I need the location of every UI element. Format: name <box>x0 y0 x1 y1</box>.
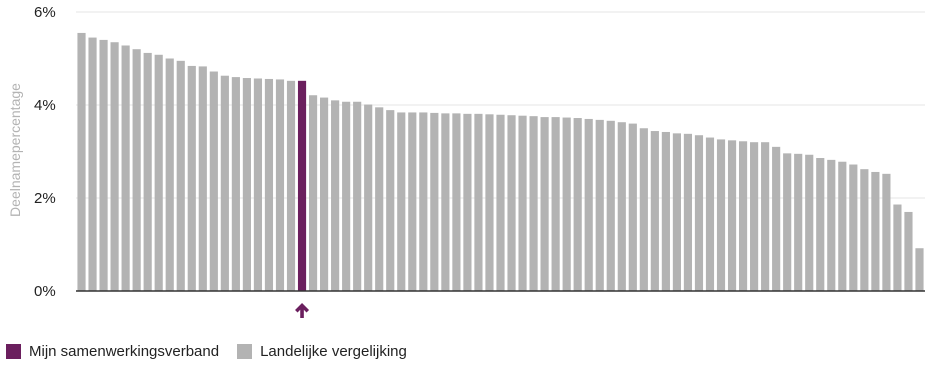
bar[interactable] <box>750 142 759 291</box>
bar[interactable] <box>463 113 472 291</box>
bar[interactable] <box>650 131 659 291</box>
legend: Mijn samenwerkingsverband Landelijke ver… <box>6 343 425 360</box>
bar[interactable] <box>331 100 340 291</box>
y-axis-title: Deelnamepercentage <box>7 83 23 217</box>
bar[interactable] <box>827 159 836 291</box>
bar[interactable] <box>738 141 748 291</box>
legend-item-landelijke-vergelijking[interactable]: Landelijke vergelijking <box>237 343 407 360</box>
bar[interactable] <box>584 118 593 291</box>
bars <box>77 32 924 292</box>
bar[interactable] <box>727 140 737 291</box>
bar[interactable] <box>529 116 538 291</box>
bar[interactable] <box>915 248 924 291</box>
bar[interactable] <box>452 113 461 292</box>
y-tick-label: 2% <box>34 190 56 207</box>
bar[interactable] <box>683 133 693 291</box>
bar[interactable] <box>110 42 119 292</box>
bar[interactable] <box>231 77 240 291</box>
bar[interactable] <box>485 114 494 291</box>
bar[interactable] <box>761 142 770 291</box>
bar[interactable] <box>165 58 174 292</box>
bar[interactable] <box>882 173 891 291</box>
bar[interactable] <box>849 164 858 291</box>
bar[interactable] <box>342 101 351 291</box>
bar[interactable] <box>540 117 549 291</box>
y-tick-label: 0% <box>34 283 56 300</box>
arrow-up-icon-shape <box>295 303 310 318</box>
legend-label: Mijn samenwerkingsverband <box>29 343 220 360</box>
bar[interactable] <box>99 39 108 292</box>
bar[interactable] <box>320 97 329 291</box>
bar[interactable] <box>441 113 450 292</box>
bar[interactable] <box>518 115 527 291</box>
bar[interactable] <box>275 79 285 292</box>
bar[interactable] <box>209 71 218 292</box>
bar[interactable] <box>551 117 560 291</box>
bar[interactable] <box>716 139 726 291</box>
bar[interactable] <box>253 78 263 292</box>
bar[interactable] <box>904 211 913 291</box>
bar[interactable] <box>187 65 196 291</box>
legend-swatch-comparison <box>237 344 253 359</box>
bar[interactable] <box>143 52 152 291</box>
bar[interactable] <box>308 95 318 292</box>
bar[interactable] <box>562 117 571 291</box>
bar[interactable] <box>286 80 296 291</box>
y-tick-labels: 0% 2% 4% 6% <box>34 4 56 300</box>
bar[interactable] <box>242 78 251 291</box>
legend-item-mijn-samenwerkingsverband[interactable]: Mijn samenwerkingsverband <box>6 343 219 360</box>
bar[interactable] <box>595 119 604 291</box>
bar[interactable] <box>893 204 902 291</box>
bar[interactable] <box>375 107 384 291</box>
bar[interactable] <box>353 101 362 291</box>
legend-swatch-highlight <box>6 344 21 359</box>
bar[interactable] <box>496 114 505 291</box>
bar[interactable] <box>198 66 207 292</box>
bar[interactable] <box>220 75 229 292</box>
bar[interactable] <box>408 112 417 291</box>
bar[interactable] <box>794 153 803 291</box>
bar[interactable] <box>474 113 483 291</box>
bar[interactable] <box>264 78 274 292</box>
bar[interactable] <box>805 154 814 291</box>
bar[interactable] <box>628 123 637 291</box>
bar[interactable] <box>705 137 715 291</box>
bar[interactable] <box>639 128 648 291</box>
bar[interactable] <box>672 133 681 291</box>
bar-highlight[interactable] <box>297 80 307 291</box>
bar[interactable] <box>154 54 163 291</box>
bar[interactable] <box>176 60 185 291</box>
bar[interactable] <box>838 161 847 291</box>
bar[interactable] <box>772 146 781 291</box>
bar[interactable] <box>694 135 704 291</box>
arrow-up-icon <box>295 303 310 318</box>
bar[interactable] <box>364 104 373 291</box>
bar[interactable] <box>386 110 395 292</box>
bar[interactable] <box>871 171 880 291</box>
bar[interactable] <box>77 32 86 292</box>
bar[interactable] <box>573 118 582 292</box>
bar[interactable] <box>606 120 615 291</box>
bar[interactable] <box>419 112 428 291</box>
y-tick-label: 6% <box>34 4 56 21</box>
bar[interactable] <box>132 49 141 292</box>
bar[interactable] <box>816 158 825 291</box>
bar[interactable] <box>661 131 670 291</box>
bar[interactable] <box>430 112 439 291</box>
legend-label: Landelijke vergelijking <box>260 343 407 360</box>
bar[interactable] <box>617 122 626 292</box>
bar[interactable] <box>783 153 792 291</box>
bar[interactable] <box>860 169 869 291</box>
y-tick-label: 4% <box>34 97 56 114</box>
bar[interactable] <box>507 115 516 291</box>
bar[interactable] <box>121 45 130 292</box>
bar[interactable] <box>88 37 97 291</box>
bar[interactable] <box>397 112 406 291</box>
